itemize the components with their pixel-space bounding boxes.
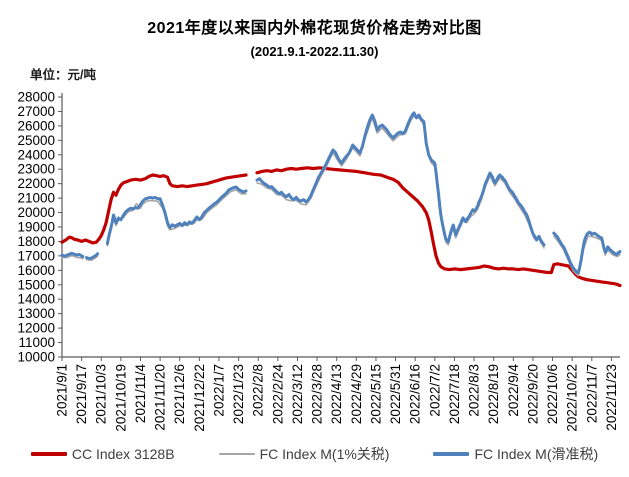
series-line-fc-index-m <box>60 251 85 259</box>
legend-swatch-fc-index-m <box>433 452 470 456</box>
y-tick-label: 26000 <box>17 118 55 133</box>
series-line-fc-index-m <box>85 252 100 260</box>
legend-swatch-fc-index-m-1 <box>218 453 255 455</box>
x-tick-label: 2022/10/22 <box>565 364 580 432</box>
x-tick-label: 2022/3/12 <box>290 364 305 424</box>
x-tick-label: 2022/8/19 <box>486 364 501 424</box>
legend-label-cc-index-3128b: CC Index 3128B <box>71 446 175 462</box>
y-tick-label: 14000 <box>17 292 55 307</box>
y-tick-label: 11000 <box>18 335 55 350</box>
y-tick-label: 24000 <box>17 147 55 162</box>
x-tick-label: 2022/1/7 <box>211 364 226 417</box>
y-tick-label: 13000 <box>17 306 55 321</box>
x-tick-label: 2021/11/4 <box>133 364 148 424</box>
x-tick-label: 2022/10/6 <box>545 364 560 424</box>
y-tick-label: 15000 <box>17 277 55 292</box>
x-tick-label: 2022/9/20 <box>525 364 540 424</box>
x-tick-label: 2021/12/22 <box>192 364 207 432</box>
x-tick-label: 2022/3/28 <box>310 364 325 424</box>
chart-subtitle: (2021.9.1-2022.11.30) <box>250 44 379 59</box>
x-tick-label: 2022/7/2 <box>427 364 442 417</box>
x-tick-label: 2021/11/20 <box>153 364 168 431</box>
x-tick-label: 2022/5/15 <box>368 364 383 424</box>
y-tick-label: 18000 <box>17 234 55 249</box>
y-tick-label: 28000 <box>17 90 55 105</box>
legend-item-fc-index-m: FC Index M(滑准税) <box>433 444 598 464</box>
y-tick-label: 23000 <box>17 162 55 177</box>
y-tick-label: 10000 <box>17 350 55 365</box>
x-tick-label: 2021/10/3 <box>94 364 109 424</box>
series-line-fc-index-m <box>105 185 248 246</box>
x-tick-label: 2022/4/13 <box>329 364 344 424</box>
x-tick-label: 2022/11/23 <box>604 364 619 431</box>
unit-label: 单位：元/吨 <box>30 68 96 82</box>
series-line-fc-index-m-1 <box>61 254 84 260</box>
x-tick-label: 2022/2/8 <box>251 364 266 417</box>
x-tick-label: 2021/12/6 <box>172 364 187 424</box>
legend-item-cc-index-3128b: CC Index 3128B <box>30 446 175 462</box>
y-tick-label: 12000 <box>17 321 55 336</box>
series-line-fc-index-m-1 <box>256 115 545 249</box>
series-line-fc-index-m-1 <box>106 189 247 247</box>
x-tick-label: 2021/9/1 <box>55 364 70 417</box>
y-tick-label: 19000 <box>17 220 55 235</box>
x-tick-label: 2022/2/24 <box>270 364 285 425</box>
plot-area: 1000011000120001300014000150001600017000… <box>17 90 622 432</box>
x-tick-label: 2022/11/7 <box>584 364 599 423</box>
series-line-cc-index-3128b <box>60 173 248 245</box>
y-tick-label: 17000 <box>17 248 55 263</box>
y-tick-label: 21000 <box>17 191 55 206</box>
legend-item-fc-index-m-1: FC Index M(1%关税) <box>218 444 390 464</box>
x-tick-label: 2021/10/19 <box>113 364 128 432</box>
chart-legend: CC Index 3128B FC Index M(1%关税) FC Index M… <box>0 444 629 464</box>
series-line-fc-index-m <box>255 111 546 247</box>
y-tick-label: 27000 <box>17 104 55 119</box>
series-line-fc-index-m <box>552 230 622 275</box>
chart-title: 2021年度以来国内外棉花现货价格走势对比图 <box>147 20 482 37</box>
y-tick-label: 20000 <box>17 205 55 220</box>
legend-label-fc-index-m-1: FC Index M(1%关税) <box>259 446 390 462</box>
legend-swatch-cc-index-3128b <box>30 452 67 456</box>
y-tick-label: 25000 <box>17 133 55 148</box>
x-tick-label: 2022/8/3 <box>467 364 482 417</box>
y-tick-label: 16000 <box>17 263 55 278</box>
x-tick-label: 2022/7/18 <box>447 364 462 424</box>
legend-label-fc-index-m: FC Index M(滑准税) <box>474 446 599 462</box>
x-tick-label: 2022/1/23 <box>231 364 246 424</box>
y-tick-label: 22000 <box>17 176 55 191</box>
x-tick-label: 2022/4/29 <box>349 364 364 424</box>
x-tick-label: 2021/9/17 <box>74 364 89 424</box>
x-tick-label: 2022/9/4 <box>506 364 521 417</box>
series-line-fc-index-m-1 <box>552 235 621 277</box>
x-tick-label: 2022/5/31 <box>388 364 403 424</box>
x-tick-label: 2022/6/16 <box>408 364 423 424</box>
